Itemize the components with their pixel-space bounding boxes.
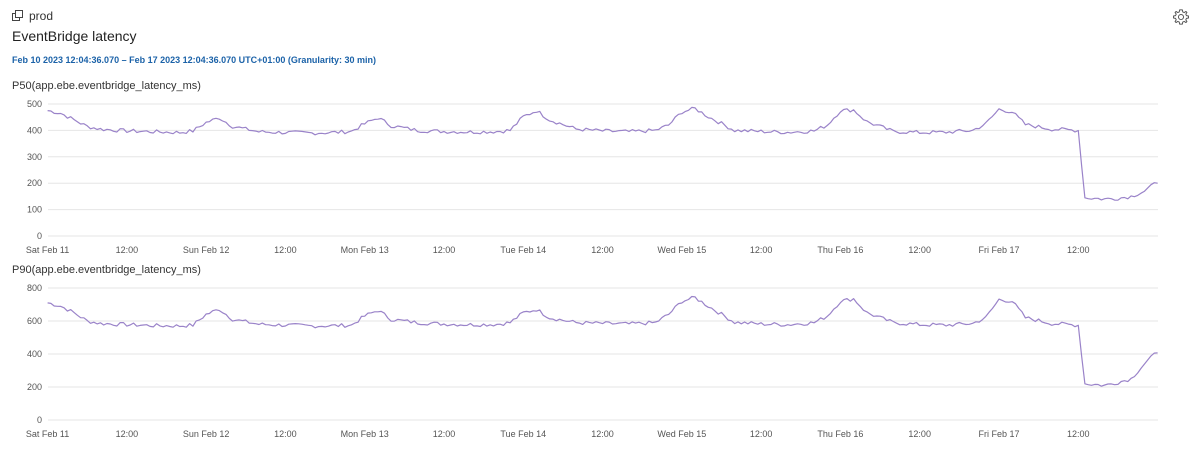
x-tick-label: 12:00	[274, 245, 297, 255]
x-tick-label: Mon Feb 13	[341, 429, 389, 439]
environment-label[interactable]: prod	[12, 9, 53, 23]
environment-name: prod	[29, 9, 54, 23]
x-tick-label: Wed Feb 15	[657, 245, 706, 255]
x-tick-label: 12:00	[1067, 245, 1090, 255]
time-range[interactable]: Feb 10 2023 12:04:36.070 – Feb 17 2023 1…	[12, 55, 376, 65]
y-tick-label: 0	[37, 415, 42, 425]
x-tick-label: 12:00	[433, 429, 456, 439]
x-tick-label: 12:00	[433, 245, 456, 255]
y-tick-label: 400	[27, 125, 42, 135]
y-tick-label: 200	[27, 178, 42, 188]
x-tick-label: 12:00	[750, 429, 773, 439]
y-tick-label: 300	[27, 152, 42, 162]
x-tick-label: 12:00	[591, 245, 614, 255]
y-tick-label: 400	[27, 349, 42, 359]
x-tick-label: Fri Feb 17	[978, 429, 1019, 439]
page-title: EventBridge latency	[12, 28, 137, 44]
chart-title-p50: P50(app.ebe.eventbridge_latency_ms)	[12, 80, 201, 92]
series-line	[47, 295, 1158, 387]
y-tick-label: 800	[27, 283, 42, 293]
x-tick-label: Tue Feb 14	[500, 429, 546, 439]
y-tick-label: 600	[27, 316, 42, 326]
x-tick-label: Sat Feb 11	[26, 429, 69, 439]
x-tick-label: Sun Feb 12	[183, 429, 230, 439]
chart-title-p90: P90(app.ebe.eventbridge_latency_ms)	[12, 264, 201, 276]
x-tick-label: 12:00	[116, 429, 139, 439]
p50-latency-chart: 0 100 200 300 400 500 Sat Feb 11 12:00 Sun Feb 1…	[26, 99, 1158, 255]
x-tick-label: 12:00	[750, 245, 773, 255]
x-tick-label: 12:00	[591, 429, 614, 439]
x-tick-label: 12:00	[116, 245, 139, 255]
y-tick-label: 0	[37, 231, 42, 241]
x-tick-label: 12:00	[1067, 429, 1090, 439]
y-tick-label: 500	[27, 99, 42, 109]
y-tick-label: 200	[27, 382, 42, 392]
x-tick-label: Tue Feb 14	[500, 245, 546, 255]
x-tick-label: Sun Feb 12	[183, 245, 230, 255]
x-tick-label: Thu Feb 16	[817, 245, 863, 255]
x-tick-label: 12:00	[908, 429, 931, 439]
x-tick-label: Fri Feb 17	[978, 245, 1019, 255]
y-tick-label: 100	[27, 205, 42, 215]
x-tick-label: 12:00	[274, 429, 297, 439]
x-tick-label: Wed Feb 15	[657, 429, 706, 439]
x-tick-label: Mon Feb 13	[341, 245, 389, 255]
x-tick-label: 12:00	[908, 245, 931, 255]
p90-latency-chart: 0 200 400 600 800 Sat Feb 11 12:00 Sun Feb 12 12…	[26, 283, 1158, 439]
x-tick-label: Thu Feb 16	[817, 429, 863, 439]
gear-icon[interactable]	[1172, 8, 1190, 26]
series-line	[47, 106, 1158, 201]
x-tick-label: Sat Feb 11	[26, 245, 69, 255]
copy-icon	[12, 10, 23, 21]
